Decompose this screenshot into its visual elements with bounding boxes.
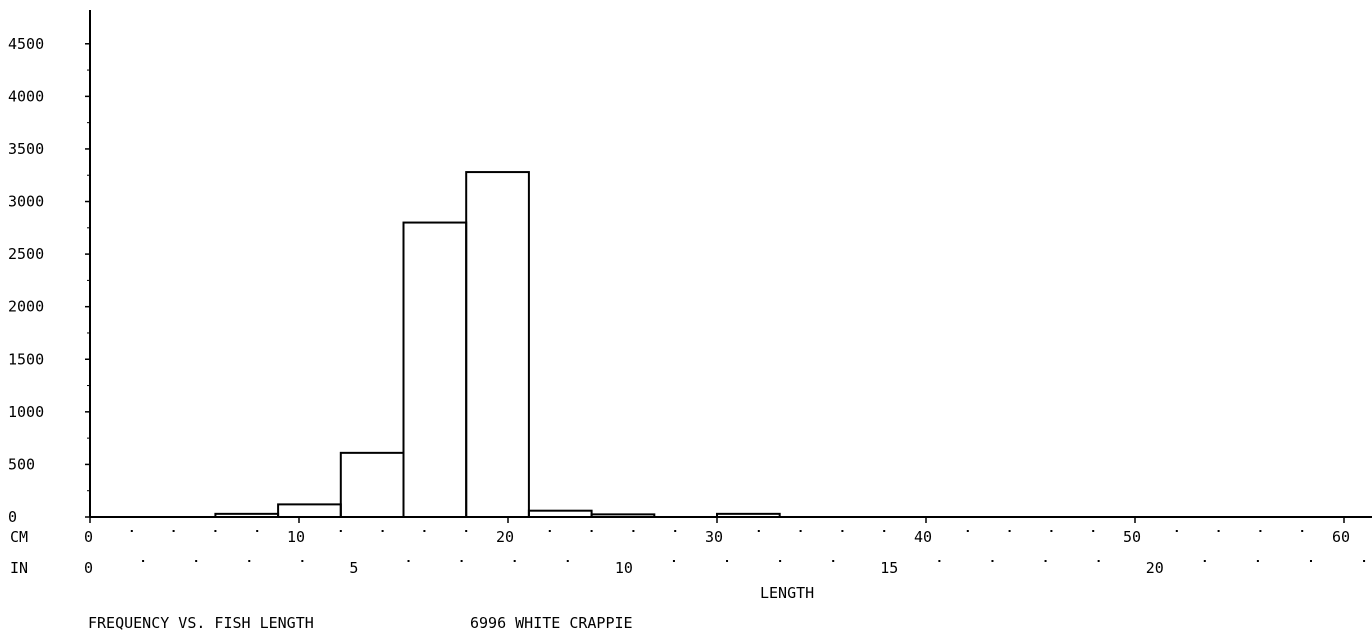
y-tick-label: 4000: [8, 87, 44, 105]
x-axis-label: LENGTH: [760, 584, 814, 602]
in-tick-label: 0: [84, 559, 93, 577]
cm-minor-dot: [172, 530, 175, 532]
in-minor-dot: [142, 560, 145, 562]
cm-minor-dot: [256, 530, 259, 532]
cm-minor-dot: [883, 530, 886, 532]
in-minor-dot: [726, 560, 729, 562]
cm-minor-dot: [339, 530, 342, 532]
y-tick-label: 500: [8, 455, 35, 473]
cm-minor-dot: [465, 530, 468, 532]
cm-minor-dot: [1301, 530, 1304, 532]
cm-unit-label: CM: [10, 528, 28, 546]
cm-minor-dot: [590, 530, 593, 532]
cm-tick-label: 20: [496, 528, 514, 546]
y-tick-label: 3000: [8, 193, 44, 211]
cm-tick-label: 10: [287, 528, 305, 546]
cm-minor-dot: [130, 530, 133, 532]
in-minor-dot: [672, 560, 675, 562]
cm-tick-label: 30: [705, 528, 723, 546]
y-tick-label: 0: [8, 508, 17, 526]
y-tick-label: 2000: [8, 298, 44, 316]
in-minor-dot: [1309, 560, 1312, 562]
cm-minor-dot: [381, 530, 384, 532]
cm-minor-dot: [1259, 530, 1262, 532]
in-unit-label: IN: [10, 559, 28, 577]
in-minor-dot: [248, 560, 251, 562]
in-tick-label: 15: [880, 559, 898, 577]
histogram-bar: [214, 512, 280, 519]
in-tick-label: 5: [349, 559, 358, 577]
in-tick-label: 20: [1146, 559, 1164, 577]
y-tick-label: 1000: [8, 403, 44, 421]
y-tick-label: 3500: [8, 140, 44, 158]
in-minor-dot: [460, 560, 463, 562]
cm-minor-dot: [1092, 530, 1095, 532]
in-minor-dot: [301, 560, 304, 562]
in-minor-dot: [779, 560, 782, 562]
cm-minor-dot: [1175, 530, 1178, 532]
histogram-bar: [527, 509, 593, 518]
histogram-bar: [339, 451, 405, 518]
cm-minor-dot: [423, 530, 426, 532]
cm-minor-dot: [548, 530, 551, 532]
histogram-bars: [214, 171, 781, 519]
cm-minor-dot: [799, 530, 802, 532]
in-minor-dot: [513, 560, 516, 562]
cm-minor-dot: [214, 530, 217, 532]
histogram-bar: [277, 503, 342, 518]
in-minor-dot: [938, 560, 941, 562]
histogram-bar: [590, 513, 656, 518]
in-minor-dot: [1256, 560, 1259, 562]
in-minor-dot: [832, 560, 835, 562]
chart-title: FREQUENCY VS. FISH LENGTH: [88, 614, 314, 632]
cm-minor-dot: [1008, 530, 1011, 532]
cm-tick-label: 60: [1332, 528, 1350, 546]
histogram-bar: [402, 221, 468, 518]
in-minor-dot: [1097, 560, 1100, 562]
axes: [89, 10, 1372, 518]
chart-subtitle: 6996 WHITE CRAPPIE: [470, 614, 633, 632]
in-minor-dot: [195, 560, 198, 562]
y-tick-label: 2500: [8, 245, 44, 263]
in-minor-dot: [991, 560, 994, 562]
cm-minor-dot: [757, 530, 760, 532]
histogram-bar: [716, 512, 781, 519]
cm-tick-label: 50: [1123, 528, 1141, 546]
in-minor-dot: [1044, 560, 1047, 562]
cm-minor-dot: [1050, 530, 1053, 532]
cm-minor-dot: [841, 530, 844, 532]
in-tick-label: 10: [615, 559, 633, 577]
y-tick-label: 4500: [8, 35, 44, 53]
histogram-bar: [465, 171, 530, 518]
cm-minor-dot: [674, 530, 677, 532]
cm-minor-dot: [1217, 530, 1220, 532]
in-minor-dot: [1203, 560, 1206, 562]
in-minor-dot: [407, 560, 410, 562]
cm-axis-ticks: 0 10 20 30 40 50 60: [84, 517, 1350, 546]
cm-minor-dot: [632, 530, 635, 532]
in-minor-dot: [1363, 560, 1366, 562]
in-minor-dot: [566, 560, 569, 562]
y-tick-label: 1500: [8, 350, 44, 368]
in-axis-ticks: 0 5 10 15 20: [84, 559, 1366, 577]
cm-tick-label: 40: [914, 528, 932, 546]
y-axis-ticks: 0 500 1000 1500 2000 2500 3000 3500 4000 4500: [8, 35, 90, 526]
cm-minor-dot: [966, 530, 969, 532]
cm-tick-label: 0: [84, 528, 93, 546]
